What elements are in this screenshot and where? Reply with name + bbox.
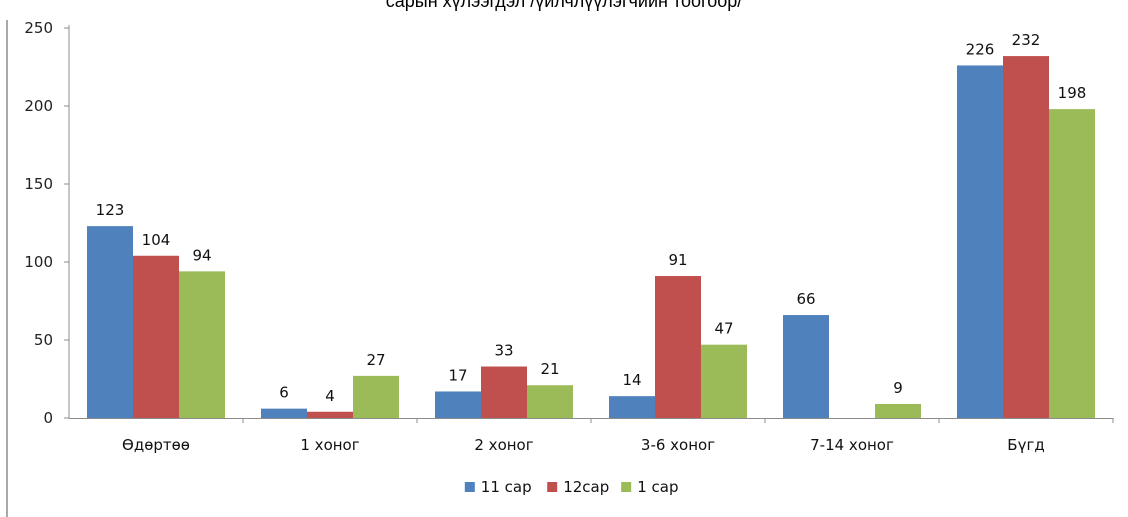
data-label: 94 [192, 246, 211, 264]
bar [261, 408, 307, 418]
data-label: 232 [1012, 31, 1041, 49]
bar [353, 375, 399, 418]
legend-swatch [464, 482, 475, 492]
data-label: 17 [448, 366, 467, 384]
category-label: 3-6 хоног [641, 436, 715, 454]
category-label: Бүгд [1007, 436, 1044, 454]
bar [527, 385, 573, 418]
bar [133, 255, 179, 418]
y-tick-label: 100 [24, 253, 53, 271]
bar [307, 411, 353, 418]
legend-label: 12сар [563, 478, 609, 496]
data-label: 226 [966, 40, 995, 58]
bar [875, 403, 921, 418]
legend-swatch [621, 482, 632, 492]
legend-label: 1 сар [637, 478, 678, 496]
bar [1003, 56, 1049, 419]
data-label: 198 [1058, 84, 1087, 102]
data-label: 66 [796, 290, 815, 308]
bar [87, 226, 133, 418]
y-tick-label: 150 [24, 175, 53, 193]
bar [179, 271, 225, 418]
legend-label: 11 сар [481, 478, 532, 496]
bar [481, 366, 527, 418]
data-label: 47 [714, 320, 733, 338]
data-label: 21 [540, 360, 559, 378]
bar [1049, 109, 1095, 419]
chart-title: сарын хүлээгдэл /үйлчлүүлэгчийн тоогоор/ [385, 0, 743, 11]
bar [701, 344, 747, 418]
data-label: 4 [325, 387, 335, 405]
bar [435, 391, 481, 418]
data-label: 27 [366, 351, 385, 369]
bar [783, 315, 829, 418]
category-label: 2 хоног [474, 436, 533, 454]
data-label: 9 [893, 379, 903, 397]
data-label: 104 [142, 231, 171, 249]
bar [655, 276, 701, 418]
data-label: 14 [622, 371, 641, 389]
chart-border [6, 20, 8, 517]
category-label: Өдөртөө [122, 436, 190, 454]
bar [957, 65, 1003, 418]
y-tick-label: 200 [24, 97, 53, 115]
category-label: 7-14 хоног [810, 436, 894, 454]
category-label: 1 хоног [300, 436, 359, 454]
legend-swatch [547, 482, 558, 492]
data-label: 123 [96, 201, 125, 219]
y-tick-label: 0 [43, 409, 53, 427]
data-label: 33 [494, 342, 513, 360]
y-tick-label: 50 [34, 331, 53, 349]
data-label: 91 [668, 251, 687, 269]
bar [609, 396, 655, 418]
data-label: 6 [279, 384, 289, 402]
y-tick-label: 250 [24, 19, 53, 37]
